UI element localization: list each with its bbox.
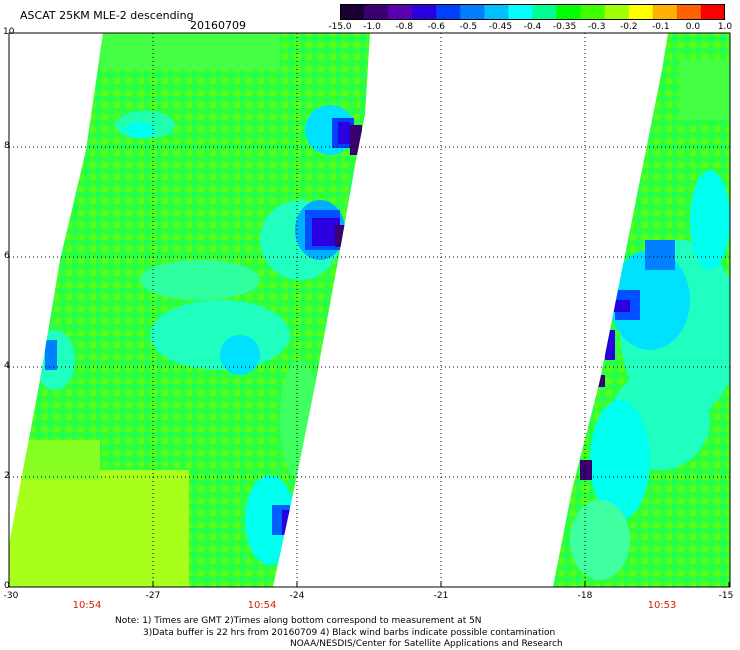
- axis-ticks: [8, 582, 730, 587]
- colorbar-segment: [388, 4, 413, 20]
- y-tick-label: 10: [3, 27, 15, 37]
- colorbar-segment: [364, 4, 389, 20]
- y-tick-label: 6: [4, 251, 10, 261]
- colorbar-tick-label: -0.6: [427, 22, 446, 32]
- colorbar-tick-label: 1.0: [717, 22, 733, 32]
- colorbar-segment: [628, 4, 654, 20]
- y-tick-label: 8: [4, 141, 10, 151]
- colorbar-tick-label: 0.0: [685, 22, 701, 32]
- colorbar-segment: [436, 4, 461, 20]
- time-label: 10:54: [72, 600, 102, 611]
- colorbar-segment: [460, 4, 485, 20]
- colorbar-tick-label: -0.35: [552, 22, 577, 32]
- colorbar-tick-label: -0.45: [488, 22, 513, 32]
- x-tick-label: -15: [718, 591, 734, 601]
- x-tick-label: -27: [145, 591, 161, 601]
- y-tick-label: 2: [4, 471, 10, 481]
- colorbar-tick-label: -0.4: [523, 22, 542, 32]
- colorbar-segment: [340, 4, 365, 20]
- colorbar-tick-label: -0.5: [459, 22, 478, 32]
- note-line-3: NOAA/NESDIS/Center for Satellite Applica…: [290, 639, 563, 649]
- x-tick-label: -30: [3, 591, 19, 601]
- x-tick-label: -24: [289, 591, 305, 601]
- colorbar-segment: [412, 4, 437, 20]
- colorbar-segment: [604, 4, 630, 20]
- colorbar-frame: [340, 4, 725, 20]
- colorbar-segment: [580, 4, 606, 20]
- y-tick-label: 4: [4, 361, 10, 371]
- time-label: 10:53: [647, 600, 677, 611]
- colorbar-segment: [676, 4, 702, 20]
- map-date: 20160709: [190, 19, 246, 32]
- swath-right: [553, 33, 730, 587]
- colorbar-segment: [556, 4, 582, 20]
- swath-left: [9, 33, 370, 587]
- grid-lines: [9, 33, 730, 587]
- colorbar-tick-label: -1.0: [363, 22, 381, 32]
- map-title: ASCAT 25KM MLE-2 descending: [20, 9, 194, 22]
- x-tick-label: -18: [577, 591, 593, 601]
- colorbar-tick-label: -0.3: [587, 22, 606, 32]
- note-line-2: 3)Data buffer is 22 hrs from 20160709 4)…: [143, 628, 556, 638]
- colorbar-segment: [652, 4, 678, 20]
- colorbar-segment: [700, 4, 725, 20]
- plot-frame: [8, 32, 731, 588]
- colorbar-segment: [508, 4, 533, 20]
- colorbar-tick-label: -0.8: [395, 22, 413, 32]
- colorbar-tick-label: -0.1: [652, 22, 670, 32]
- x-tick-label: -21: [433, 591, 449, 601]
- colorbar-tick-label: -0.2: [619, 22, 638, 32]
- colorbar-segment: [532, 4, 558, 20]
- y-tick-label: 0: [4, 581, 10, 591]
- colorbar-tick-label: -15.0: [328, 22, 352, 32]
- colorbar: [340, 4, 725, 20]
- colorbar-segment: [484, 4, 509, 20]
- note-line-1: Note: 1) Times are GMT 2)Times along bot…: [115, 616, 482, 626]
- time-label: 10:54: [247, 600, 277, 611]
